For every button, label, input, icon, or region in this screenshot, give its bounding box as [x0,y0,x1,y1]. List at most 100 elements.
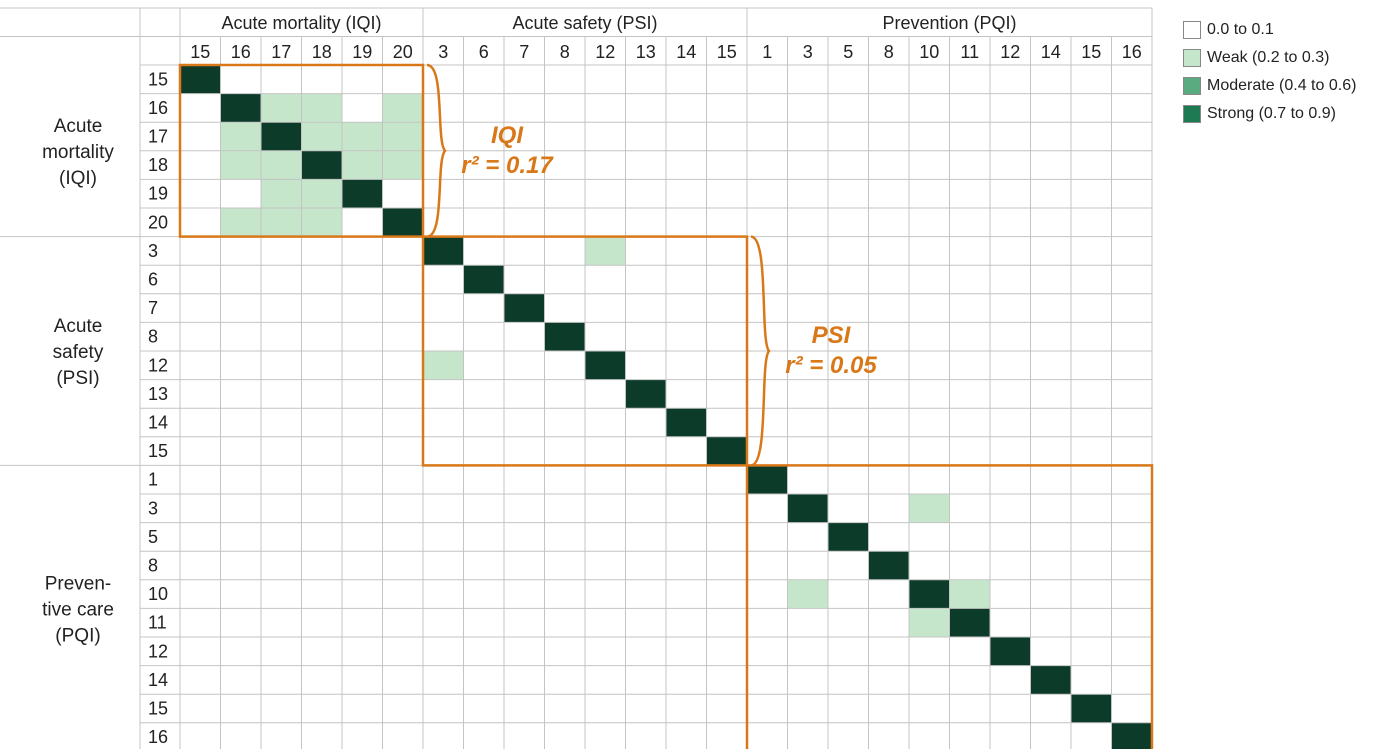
cell-r2-c5 [382,122,423,151]
legend-label-weak: Weak (0.2 to 0.3) [1207,49,1330,66]
cell-r11-c11 [625,379,666,409]
row-tick-12: 14 [148,413,168,433]
cell-r14-c14 [747,465,788,494]
row-group-label-0-2: (IQI) [59,168,97,189]
cell-r20-c20 [990,637,1031,666]
cell-r8-c8 [504,293,545,323]
legend-item-moderate: Moderate (0.4 to 0.6) [1183,72,1356,100]
cell-r5-c5 [382,208,423,237]
col-tick-20: 12 [1000,42,1020,62]
legend-swatch-moderate [1183,77,1201,95]
row-tick-21: 14 [148,670,168,690]
cell-r16-c16 [828,522,869,552]
legend-item-strong: Strong (0.7 to 0.9) [1183,100,1356,128]
row-tick-18: 10 [148,584,168,604]
row-group-label-1-2: (PSI) [56,368,99,389]
col-tick-17: 8 [884,42,894,62]
col-tick-9: 8 [560,42,570,62]
cell-r4-c2 [261,179,302,208]
cell-r3-c2 [261,150,302,180]
col-tick-5: 20 [393,42,413,62]
legend-label-strong: Strong (0.7 to 0.9) [1207,105,1336,122]
row-tick-2: 17 [148,127,168,147]
group-box-0 [178,63,425,238]
cell-r6-c6 [423,236,464,266]
col-tick-12: 14 [676,42,696,62]
row-tick-3: 18 [148,155,168,175]
cell-r10-c6 [423,351,464,380]
cell-r18-c15 [787,579,828,609]
cell-r5-c2 [261,208,302,237]
col-tick-8: 7 [519,42,529,62]
col-tick-16: 5 [843,42,853,62]
cell-r3-c1 [220,150,261,180]
annotation-value-1: r² = 0.05 [785,352,877,379]
group-box-2 [745,464,1154,749]
row-tick-11: 13 [148,384,168,404]
row-tick-10: 12 [148,355,168,375]
row-tick-22: 15 [148,699,168,719]
cell-r5-c3 [301,208,342,237]
annotation-value-0: r² = 0.17 [461,152,554,179]
legend-swatch-weak [1183,49,1201,67]
col-tick-23: 16 [1122,42,1142,62]
row-tick-6: 3 [148,241,158,261]
group-box-1 [421,235,749,467]
row-tick-0: 15 [148,69,168,89]
cell-r22-c22 [1071,694,1112,723]
legend: 0.0 to 0.1 Weak (0.2 to 0.3) Moderate (0… [1183,16,1356,128]
cell-r2-c3 [301,122,342,151]
row-tick-14: 1 [148,470,158,490]
col-tick-0: 15 [190,42,210,62]
legend-swatch-none [1183,21,1201,39]
col-tick-14: 1 [762,42,772,62]
group-brace-0 [426,63,447,238]
row-group-label-0-1: mortality [42,142,114,163]
row-tick-19: 11 [148,613,167,633]
legend-item-weak: Weak (0.2 to 0.3) [1183,44,1356,72]
row-group-label-2-0: Preven- [45,573,112,594]
row-group-label-2-1: tive care [42,599,114,620]
col-tick-3: 18 [312,42,332,62]
row-tick-8: 7 [148,298,158,318]
row-group-label-0-0: Acute [54,116,103,137]
row-tick-16: 5 [148,527,158,547]
cell-r1-c5 [382,93,423,123]
cell-r7-c7 [463,265,504,294]
cell-r0-c0 [180,65,221,94]
cell-r19-c19 [949,608,990,637]
cell-r4-c4 [342,179,383,208]
cell-r3-c3 [301,150,342,180]
row-tick-9: 8 [148,327,158,347]
row-group-label-2-2: (PQI) [55,625,100,646]
row-tick-20: 12 [148,641,168,661]
cell-r5-c1 [220,208,261,237]
cell-r9-c9 [544,322,585,351]
col-tick-15: 3 [803,42,813,62]
cell-r2-c2 [261,122,302,151]
cell-r1-c2 [261,93,302,123]
cell-r12-c12 [666,408,707,437]
col-tick-19: 11 [960,42,979,62]
cell-r2-c4 [342,122,383,151]
cell-r18-c18 [909,579,950,609]
row-tick-1: 16 [148,98,168,118]
cell-r4-c3 [301,179,342,208]
cell-r15-c18 [909,494,950,523]
cell-r13-c13 [706,436,747,466]
cell-r10-c10 [585,351,626,380]
cell-r6-c10 [585,236,626,266]
cell-r1-c3 [301,93,342,123]
row-tick-17: 8 [148,556,158,576]
row-tick-23: 16 [148,727,168,747]
group-brace-1 [750,235,771,467]
legend-label-none: 0.0 to 0.1 [1207,21,1274,38]
col-group-header-0: Acute mortality (IQI) [221,13,381,33]
row-tick-5: 20 [148,212,168,232]
row-tick-4: 19 [148,184,168,204]
col-group-header-2: Prevention (PQI) [882,13,1016,33]
cell-r15-c15 [787,494,828,523]
cell-r1-c1 [220,93,261,123]
col-tick-1: 16 [231,42,251,62]
cell-r3-c5 [382,150,423,180]
